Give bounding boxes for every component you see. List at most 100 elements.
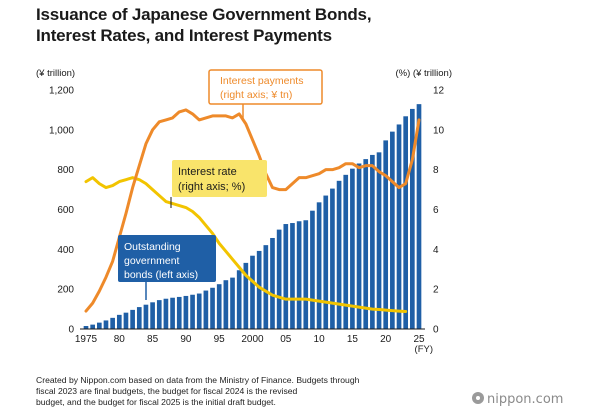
y-left-tick-label: 800 — [57, 165, 74, 176]
x-tick-label: 25 — [413, 334, 425, 345]
source-note-line-3: budget, and the budget for fiscal 2025 i… — [36, 397, 276, 407]
bar-outstanding-bonds — [156, 300, 162, 329]
bar-outstanding-bonds — [316, 202, 322, 329]
chart-title: Issuance of Japanese Government Bonds, I… — [36, 4, 372, 46]
interest-rate-label-line-2: (right axis; %) — [178, 181, 245, 193]
title-line-2: Interest Rates, and Interest Payments — [36, 26, 332, 45]
bar-outstanding-bonds — [250, 255, 255, 329]
interest-payments-label-box — [208, 69, 323, 105]
y-left-tick-label: 1,000 — [49, 125, 74, 136]
bar-outstanding-bonds — [310, 210, 315, 329]
bar-outstanding-bonds — [416, 104, 422, 329]
bar-outstanding-bonds — [123, 312, 129, 329]
x-tick-label: 95 — [214, 334, 226, 345]
bar-outstanding-bonds — [216, 284, 222, 329]
bar-outstanding-bonds — [270, 237, 275, 329]
bar-outstanding-bonds — [90, 324, 95, 329]
bar-outstanding-bonds — [103, 320, 109, 329]
bar-outstanding-bonds — [110, 317, 115, 329]
bar-outstanding-bonds — [396, 124, 402, 330]
bar-outstanding-bonds — [410, 108, 415, 329]
bar-outstanding-bonds — [290, 223, 295, 329]
bar-outstanding-bonds — [130, 309, 135, 329]
y-left-tick-label: 200 — [57, 285, 74, 296]
source-note-line-2: fiscal 2023 are final budgets, the budge… — [36, 386, 298, 396]
bar-outstanding-bonds — [183, 295, 189, 329]
bar-outstanding-bonds — [150, 302, 155, 329]
bar-outstanding-bonds — [370, 154, 375, 329]
bar-outstanding-bonds — [203, 290, 209, 329]
bar-outstanding-bonds — [303, 220, 309, 329]
bar-outstanding-bonds — [243, 262, 249, 329]
y-left-tick-label: 1,200 — [49, 86, 74, 97]
bar-outstanding-bonds — [350, 168, 355, 329]
interest-rate-label-box — [172, 160, 267, 197]
bar-outstanding-bonds — [383, 140, 389, 329]
bar-outstanding-bonds — [136, 307, 142, 329]
interest-rate-line — [84, 176, 408, 313]
bar-outstanding-bonds — [230, 277, 235, 329]
x-tick-label: 80 — [114, 334, 126, 345]
y-right-tick-label: 12 — [433, 86, 445, 97]
x-tick-label: 05 — [280, 334, 292, 345]
bar-outstanding-bonds — [330, 188, 335, 329]
bonds-label-line-1: Outstanding — [124, 241, 181, 253]
bonds-label-box — [118, 235, 216, 282]
x-tick-label: 15 — [347, 334, 359, 345]
bar-outstanding-bonds — [116, 314, 122, 329]
x-tick-label: 10 — [314, 334, 326, 345]
bar-outstanding-bonds — [223, 280, 229, 329]
x-tick-label: 90 — [180, 334, 192, 345]
interest-rate-label-line-1: Interest rate — [178, 166, 237, 178]
bar-outstanding-bonds — [356, 163, 362, 329]
bar-outstanding-bonds — [236, 270, 242, 329]
bar-outstanding-bonds — [190, 294, 195, 329]
bar-outstanding-bonds — [376, 152, 382, 329]
bar-outstanding-bonds — [176, 296, 182, 329]
source-note-line-1: Created by Nippon.com based on data from… — [36, 375, 360, 385]
bonds-label-line-3: bonds (left axis) — [124, 269, 198, 281]
x-tick-label: 1975 — [75, 334, 98, 345]
bar-outstanding-bonds — [163, 298, 169, 329]
x-tick-label: 2000 — [241, 334, 264, 345]
y-right-tick-label: 4 — [433, 245, 439, 256]
bar-outstanding-bonds — [263, 245, 269, 329]
bar-outstanding-bonds — [96, 322, 102, 329]
bar-outstanding-bonds — [343, 174, 349, 329]
bar-outstanding-bonds — [390, 131, 395, 329]
bar-outstanding-bonds — [196, 293, 202, 329]
x-axis-unit: (FY) — [415, 344, 433, 355]
bar-outstanding-bonds — [143, 304, 149, 329]
bar-outstanding-bonds — [83, 326, 89, 329]
bar-outstanding-bonds — [363, 159, 369, 329]
y-right-tick-label: 6 — [433, 205, 439, 216]
x-tick-label: 20 — [380, 334, 392, 345]
y-left-tick-label: 600 — [57, 205, 74, 216]
bar-outstanding-bonds — [283, 224, 289, 329]
interest-payments-label-line-1: Interest payments — [220, 75, 303, 87]
logo-mark-icon — [472, 392, 484, 404]
bar-outstanding-bonds — [210, 287, 215, 329]
bar-outstanding-bonds — [323, 195, 329, 329]
x-tick-label: 85 — [147, 334, 159, 345]
y-right-tick-label: 10 — [433, 125, 445, 136]
left-axis-unit: (¥ trillion) — [36, 68, 75, 79]
source-note: Created by Nippon.com based on data from… — [36, 375, 436, 408]
interest-payments-label-line-2: (right axis; ¥ tn) — [220, 89, 292, 101]
y-right-tick-label: 8 — [433, 165, 439, 176]
bar-outstanding-bonds — [256, 250, 262, 329]
right-axis-unit: (%) (¥ trillion) — [396, 68, 452, 79]
y-left-tick-label: 0 — [68, 325, 74, 336]
bar-outstanding-bonds — [336, 180, 342, 329]
interest-payments-line — [84, 108, 421, 313]
bar-outstanding-bonds — [170, 297, 175, 329]
bar-outstanding-bonds — [276, 229, 282, 329]
bar-outstanding-bonds — [403, 116, 409, 329]
bonds-label-line-2: government — [124, 255, 180, 267]
title-line-1: Issuance of Japanese Government Bonds, — [36, 5, 372, 24]
nippon-logo: nippon.com — [472, 392, 563, 407]
y-right-tick-label: 0 — [433, 325, 439, 336]
bar-outstanding-bonds — [296, 221, 302, 329]
y-left-tick-label: 400 — [57, 245, 74, 256]
